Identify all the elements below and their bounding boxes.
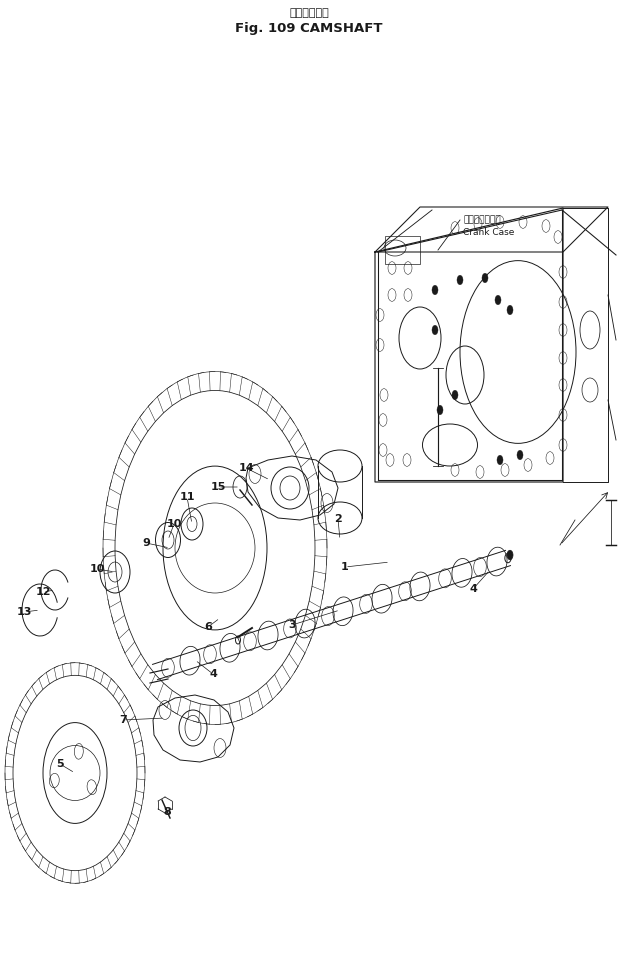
Text: Fig. 109 CAMSHAFT: Fig. 109 CAMSHAFT	[235, 22, 383, 35]
Text: カムシャフト: カムシャフト	[289, 8, 329, 18]
Text: 14: 14	[238, 463, 254, 473]
Text: 10: 10	[89, 564, 105, 574]
Text: 13: 13	[16, 607, 32, 617]
Text: Crank Case: Crank Case	[463, 228, 514, 237]
Circle shape	[482, 273, 488, 283]
Circle shape	[452, 390, 458, 400]
Text: 12: 12	[35, 587, 51, 597]
Text: 8: 8	[163, 807, 171, 817]
Text: 1: 1	[341, 562, 349, 572]
Text: 11: 11	[180, 492, 195, 502]
Circle shape	[517, 450, 523, 460]
Circle shape	[507, 305, 513, 315]
Text: 10: 10	[167, 519, 182, 529]
Text: クランクケース: クランクケース	[463, 215, 501, 224]
Text: 7: 7	[119, 715, 127, 725]
Circle shape	[457, 275, 463, 285]
Text: 5: 5	[56, 759, 64, 769]
Text: 6: 6	[204, 622, 212, 632]
Circle shape	[507, 550, 513, 560]
Text: 2: 2	[334, 514, 342, 524]
Circle shape	[495, 295, 501, 305]
Bar	[385, 236, 420, 264]
Text: 4: 4	[209, 669, 217, 679]
Text: 15: 15	[210, 482, 226, 492]
Circle shape	[497, 455, 503, 465]
Text: 9: 9	[142, 538, 150, 548]
Circle shape	[432, 326, 438, 334]
Text: 3: 3	[288, 620, 296, 630]
Circle shape	[437, 406, 443, 414]
Circle shape	[432, 286, 438, 294]
Text: 4: 4	[469, 584, 477, 594]
